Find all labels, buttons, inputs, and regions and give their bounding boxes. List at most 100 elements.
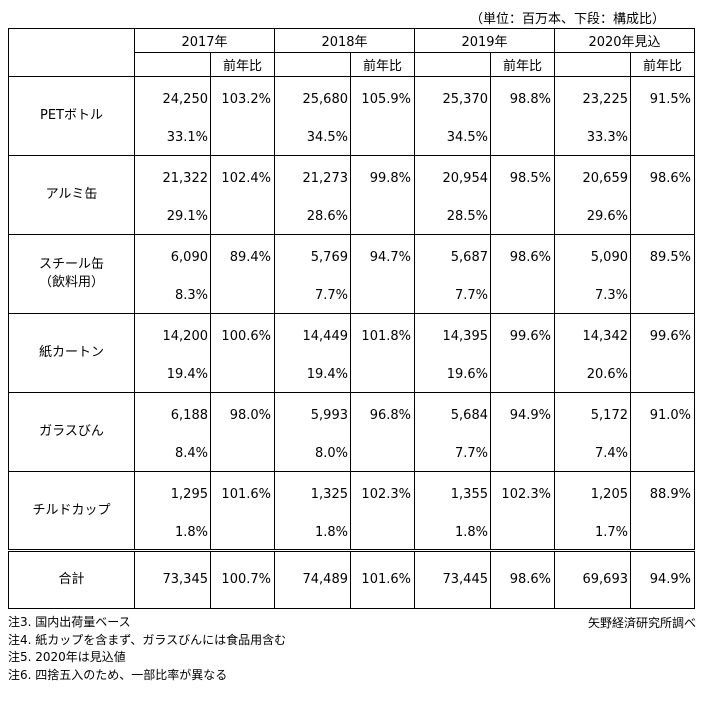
yoy-header: 前年比	[490, 52, 555, 77]
share-value: 33.1%	[166, 130, 208, 145]
value-cell: 14,200 19.4%	[134, 313, 211, 393]
total-value: 73,345	[134, 549, 211, 609]
shipment-table: 2017年 2018年 2019年 2020年見込 前年比 前年比 前年比 前年…	[8, 28, 695, 609]
table-row: アルミ缶 21,322 29.1% 102.4% 21,273 28.6% 99.8% 20,…	[8, 155, 695, 235]
shipment-value: 20,659	[582, 171, 629, 186]
total-yoy: 100.7%	[210, 549, 275, 609]
shipment-value: 6,188	[170, 408, 208, 423]
table-row: スチール缶 （飲料用） 6,090 8.3% 89.4% 5,769 7.7% 94.7% 5,…	[8, 234, 695, 314]
yoy-cell: 101.6%	[210, 471, 275, 551]
notes: 注3. 国内出荷量ベース 注4. 紙カップを含まず、ガラスびんには食品用含む 注…	[8, 614, 286, 684]
year-header: 2019年	[414, 28, 555, 53]
yoy-cell: 88.9%	[630, 471, 695, 551]
category-name: PETボトル	[40, 108, 103, 123]
value-cell: 1,355 1.8%	[414, 471, 491, 551]
share-value: 19.6%	[446, 367, 488, 382]
value-cell: 24,250 33.1%	[134, 76, 211, 156]
category-name: チルドカップ	[32, 502, 111, 518]
share-value: 7.7%	[454, 288, 488, 303]
shipment-value: 25,370	[442, 92, 489, 107]
yoy-cell: 89.4%	[210, 234, 275, 314]
total-yoy: 98.6%	[490, 549, 555, 609]
value-cell: 14,395 19.6%	[414, 313, 491, 393]
category-label: チルドカップ	[8, 471, 135, 551]
note-line: 注4. 紙カップを含まず、ガラスびんには食品用含む	[8, 632, 287, 647]
share-value: 33.3%	[586, 130, 628, 145]
yoy-cell: 98.6%	[630, 155, 695, 235]
yoy-cell: 89.5%	[630, 234, 695, 314]
yoy-cell: 98.0%	[210, 392, 275, 472]
shipment-value: 5,172	[590, 408, 628, 423]
shipment-value: 5,769	[310, 250, 348, 265]
share-value: 34.5%	[446, 130, 488, 145]
year-header: 2017年	[134, 28, 275, 53]
shipment-value: 6,090	[170, 250, 208, 265]
shipment-value: 14,395	[442, 329, 489, 344]
share-value: 1.8%	[174, 525, 208, 540]
yoy-cell: 98.5%	[490, 155, 555, 235]
shipment-value: 1,355	[450, 487, 488, 502]
share-value: 19.4%	[166, 367, 208, 382]
shipment-value: 1,295	[170, 487, 208, 502]
yoy-cell: 102.4%	[210, 155, 275, 235]
yoy-header: 前年比	[350, 52, 415, 77]
value-cell: 20,659 29.6%	[554, 155, 631, 235]
yoy-cell: 99.6%	[490, 313, 555, 393]
shipment-value: 1,205	[590, 487, 628, 502]
header-blank	[134, 52, 211, 77]
share-value: 7.4%	[594, 446, 628, 461]
value-cell: 5,993 8.0%	[274, 392, 351, 472]
value-cell: 5,769 7.7%	[274, 234, 351, 314]
header-blank	[414, 52, 491, 77]
yoy-cell: 103.2%	[210, 76, 275, 156]
value-cell: 20,954 28.5%	[414, 155, 491, 235]
value-cell: 25,370 34.5%	[414, 76, 491, 156]
yoy-cell: 105.9%	[350, 76, 415, 156]
note-line: 注5. 2020年は見込値	[8, 650, 126, 664]
value-cell: 14,449 19.4%	[274, 313, 351, 393]
yoy-cell: 101.8%	[350, 313, 415, 393]
share-value: 8.4%	[174, 446, 208, 461]
value-cell: 1,205 1.7%	[554, 471, 631, 551]
yoy-header: 前年比	[210, 52, 275, 77]
share-value: 7.7%	[314, 288, 348, 303]
share-value: 19.4%	[306, 367, 348, 382]
category-label: ガラスびん	[8, 392, 135, 472]
share-value: 8.0%	[314, 446, 348, 461]
share-value: 7.3%	[594, 288, 628, 303]
shipment-value: 14,342	[582, 329, 629, 344]
value-cell: 21,273 28.6%	[274, 155, 351, 235]
share-value: 1.7%	[594, 525, 628, 540]
shipment-value: 5,993	[310, 408, 348, 423]
table-row: チルドカップ 1,295 1.8% 101.6% 1,325 1.8% 102.3% 1,35…	[8, 471, 695, 551]
shipment-value: 21,273	[302, 171, 349, 186]
header-row-years: 2017年 2018年 2019年 2020年見込	[8, 28, 695, 77]
source-note: 矢野経済研究所調べ	[588, 616, 697, 630]
category-label: PETボトル	[8, 76, 135, 156]
share-value: 20.6%	[586, 367, 628, 382]
yoy-cell: 99.6%	[630, 313, 695, 393]
unit-note: （単位：百万本、下段：構成比）	[470, 12, 666, 27]
shipment-value: 14,200	[162, 329, 209, 344]
value-cell: 5,687 7.7%	[414, 234, 491, 314]
value-cell: 1,295 1.8%	[134, 471, 211, 551]
category-label: 紙カートン	[8, 313, 135, 393]
yoy-cell: 96.8%	[350, 392, 415, 472]
shipment-value: 24,250	[162, 92, 209, 107]
value-cell: 5,684 7.7%	[414, 392, 491, 472]
header-corner	[8, 28, 135, 77]
value-cell: 1,325 1.8%	[274, 471, 351, 551]
share-value: 1.8%	[314, 525, 348, 540]
shipment-value: 1,325	[310, 487, 348, 502]
category-subname: （飲料用）	[38, 275, 104, 290]
yoy-cell: 102.3%	[490, 471, 555, 551]
table-row: PETボトル 24,250 33.1% 103.2% 25,680 34.5% 105.9%…	[8, 76, 695, 156]
yoy-cell: 102.3%	[350, 471, 415, 551]
year-header: 2018年	[274, 28, 415, 53]
share-value: 8.3%	[174, 288, 208, 303]
header-row-yoy: 前年比 前年比 前年比 前年比	[9, 52, 695, 77]
value-cell: 14,342 20.6%	[554, 313, 631, 393]
category-label: スチール缶 （飲料用）	[8, 234, 135, 314]
table-row: 紙カートン 14,200 19.4% 100.6% 14,449 19.4% 101.8% 1…	[8, 313, 695, 393]
total-value: 69,693	[554, 549, 631, 609]
